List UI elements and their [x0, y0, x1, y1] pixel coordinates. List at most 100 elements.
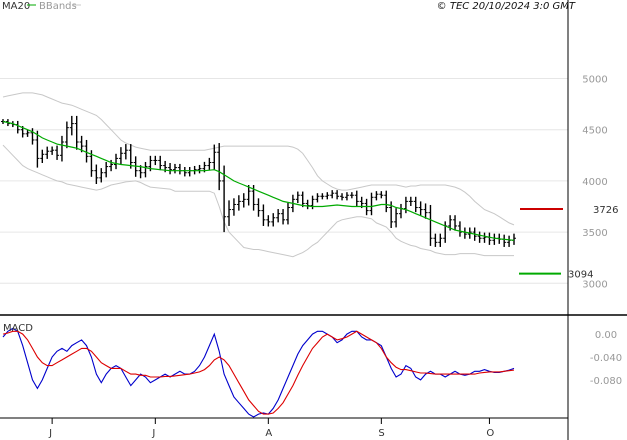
- month-label: J: [48, 428, 52, 439]
- price-bar: [143, 161, 148, 178]
- price-bar: [59, 135, 64, 162]
- month-label: S: [378, 428, 384, 439]
- price-bar: [197, 164, 202, 174]
- macd-title: MACD: [3, 323, 33, 334]
- price-bar: [35, 130, 40, 168]
- price-bar: [236, 195, 241, 211]
- price-bar: [158, 155, 163, 171]
- ma20-layer: [2, 120, 515, 241]
- price-bar: [266, 215, 271, 227]
- price-bar: [114, 153, 119, 170]
- price-bar: [128, 144, 133, 169]
- price-bar: [138, 165, 143, 179]
- price-bar: [315, 193, 320, 203]
- price-bar: [354, 190, 359, 206]
- bband-upper-line: [2, 92, 515, 226]
- price-bar: [84, 139, 89, 163]
- price-bar: [241, 193, 246, 208]
- price-bar: [394, 208, 399, 228]
- support-level-label: 3094: [568, 270, 593, 281]
- price-bar: [320, 193, 325, 200]
- price-bar: [40, 149, 45, 163]
- price-bar: [64, 121, 69, 149]
- price-bar: [172, 163, 177, 174]
- price-bar: [256, 198, 261, 217]
- price-bar: [285, 202, 290, 225]
- price-bar: [457, 221, 462, 237]
- price-bar: [168, 163, 173, 175]
- price-bar: [153, 155, 158, 166]
- price-tick-label: 5000: [582, 75, 607, 86]
- price-bar: [79, 135, 84, 153]
- price-bar: [349, 192, 354, 199]
- price-bar: [118, 147, 123, 165]
- price-bar: [281, 209, 286, 225]
- price-bar: [25, 129, 30, 137]
- price-bar: [433, 233, 438, 247]
- price-bar: [276, 209, 281, 223]
- price-bar: [413, 196, 418, 213]
- price-tick-label: 3500: [582, 228, 607, 239]
- price-bar: [403, 196, 408, 214]
- price-bar: [99, 168, 104, 183]
- price-tick-label: 4000: [582, 177, 607, 188]
- price-bar: [384, 190, 389, 213]
- price-bar: [369, 192, 374, 216]
- price-bar: [295, 191, 300, 204]
- price-bar: [45, 146, 50, 159]
- price-bar: [104, 161, 109, 178]
- price-bar: [379, 191, 384, 199]
- price-bar: [217, 143, 222, 191]
- price-bar: [335, 190, 340, 200]
- price-bar: [50, 146, 55, 155]
- price-bar: [271, 213, 276, 227]
- price-bar: [482, 232, 487, 243]
- month-label: O: [486, 428, 494, 439]
- price-bar: [227, 200, 232, 226]
- price-bar: [212, 144, 217, 171]
- price-bar: [109, 159, 114, 172]
- macd-panel: [2, 327, 515, 418]
- price-tick-label: 3000: [582, 279, 607, 290]
- macd-tick-label: 0.00: [595, 330, 617, 341]
- price-bar: [300, 191, 305, 208]
- month-label: J: [151, 428, 155, 439]
- price-bar: [222, 165, 227, 233]
- price-bar: [428, 204, 433, 246]
- price-tick-label: 4500: [582, 126, 607, 137]
- price-bar: [94, 164, 99, 184]
- price-bar: [408, 196, 413, 206]
- price-bar: [207, 157, 212, 171]
- price-bar: [330, 190, 335, 199]
- price-bar: [438, 233, 443, 247]
- price-bar: [74, 115, 79, 150]
- bollinger-bands: [2, 92, 515, 258]
- price-bar: [231, 198, 236, 216]
- price-bar: [325, 192, 330, 200]
- month-label: A: [265, 428, 272, 439]
- ma20-line: [2, 120, 515, 241]
- legend-bbands: BBands: [39, 1, 77, 12]
- macd-tick-label: -0.040: [590, 353, 622, 364]
- support-resistance-levels: 3726 3094: [519, 205, 618, 281]
- bband-lower-line: [2, 144, 514, 258]
- resistance-level-label: 3726: [593, 205, 618, 216]
- price-bar: [55, 145, 60, 160]
- price-bar: [30, 128, 35, 145]
- price-bar: [340, 193, 345, 201]
- price-bar: [453, 215, 458, 231]
- price-bar: [344, 192, 349, 201]
- price-bar: [69, 115, 74, 136]
- price-bar: [246, 185, 251, 206]
- copyright-text: © TEC 20/10/2024 3:0 GMT: [437, 1, 576, 12]
- signal-line: [2, 330, 515, 415]
- legend-ma20: MA20: [2, 1, 30, 12]
- price-bar: [374, 191, 379, 201]
- price-bar: [477, 231, 482, 243]
- price-bar: [423, 203, 428, 219]
- macd-tick-label: -0.080: [590, 376, 622, 387]
